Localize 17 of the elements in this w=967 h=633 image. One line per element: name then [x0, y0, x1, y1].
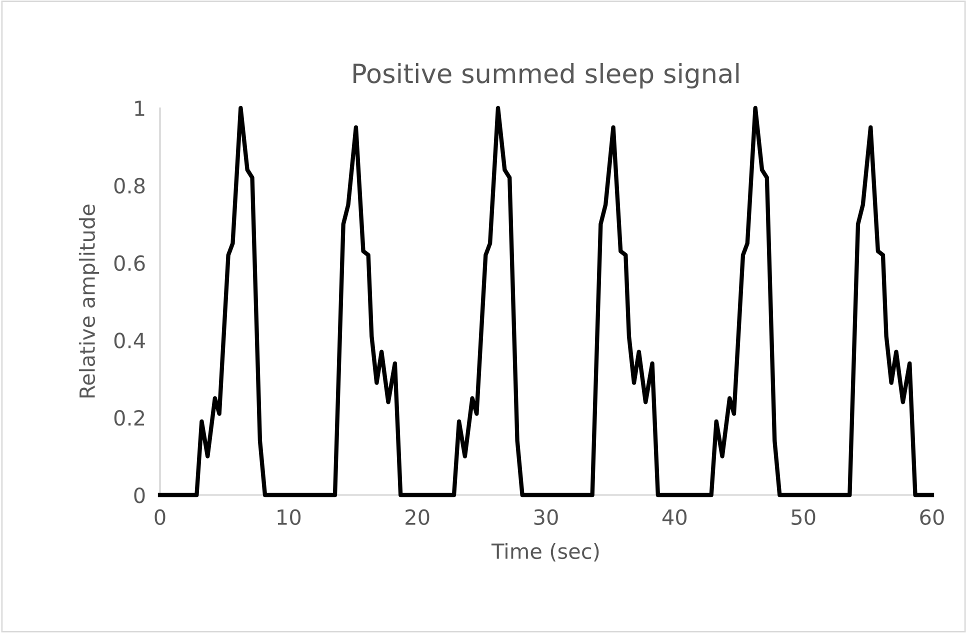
- y-tick-label: 1: [135, 100, 144, 116]
- y-tick-label: 0.2: [114, 410, 144, 426]
- x-tick-label: 60: [920, 509, 944, 526]
- y-axis-title: Relative amplitude: [78, 204, 100, 398]
- y-tick-label: 0.6: [114, 255, 145, 272]
- y-tick-label: 0.4: [114, 332, 145, 348]
- x-tick-label: 50: [792, 509, 816, 526]
- x-tick-label: 10: [278, 509, 301, 526]
- y-tick-label: 0: [134, 487, 145, 504]
- x-tick-label: 0: [154, 509, 166, 526]
- x-tick-label: 40: [662, 509, 687, 526]
- x-axis-title: Time (sec): [491, 542, 599, 562]
- x-tick-label: 30: [534, 509, 558, 526]
- chart-title: Positive summed sleep signal: [354, 62, 739, 88]
- y-tick-label: 0.8: [114, 178, 145, 194]
- x-tick-label: 20: [406, 509, 430, 526]
- line-series: [158, 106, 934, 498]
